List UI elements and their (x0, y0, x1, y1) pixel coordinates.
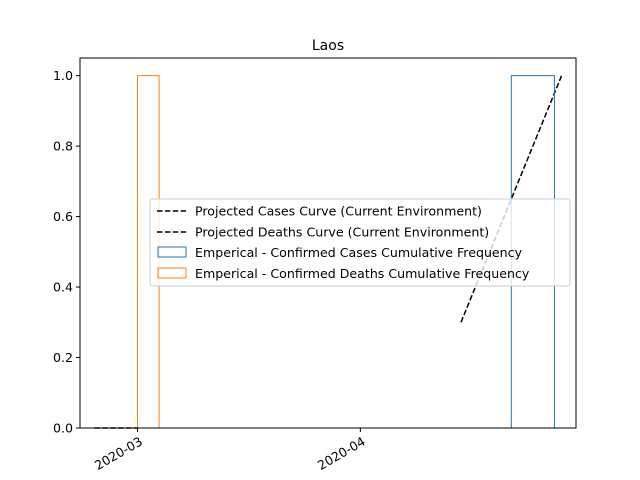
legend-handle-confirmed-cases (157, 246, 187, 258)
y-axis: 0.0 0.2 0.4 0.6 0.8 1.0 (53, 68, 80, 436)
y-tick-label-0: 0.0 (53, 421, 73, 436)
legend-label-confirmed-deaths: Emperical - Confirmed Deaths Cumulative … (195, 266, 530, 281)
plot-frame (79, 57, 577, 429)
legend-handle-confirmed-deaths (157, 267, 187, 279)
y-tick-label-2: 0.4 (53, 280, 73, 295)
chart-title: Laos (312, 38, 344, 54)
legend-label-projected-deaths: Projected Deaths Curve (Current Environm… (195, 225, 489, 240)
legend-box (149, 198, 571, 287)
x-axis: 2020-03 2020-04 (92, 428, 368, 473)
legend-label-confirmed-cases: Emperical - Confirmed Cases Cumulative F… (195, 245, 523, 260)
y-tick-label-1: 0.2 (53, 350, 73, 365)
legend: Projected Cases Curve (Current Environme… (149, 198, 571, 287)
legend-label-projected-cases: Projected Cases Curve (Current Environme… (195, 204, 482, 219)
y-tick-label-5: 1.0 (53, 68, 73, 83)
y-tick-label-4: 0.8 (53, 139, 73, 154)
x-tick-label-0: 2020-03 (92, 434, 145, 473)
y-tick-label-3: 0.6 (53, 209, 73, 224)
x-tick-label-1: 2020-04 (315, 434, 368, 473)
